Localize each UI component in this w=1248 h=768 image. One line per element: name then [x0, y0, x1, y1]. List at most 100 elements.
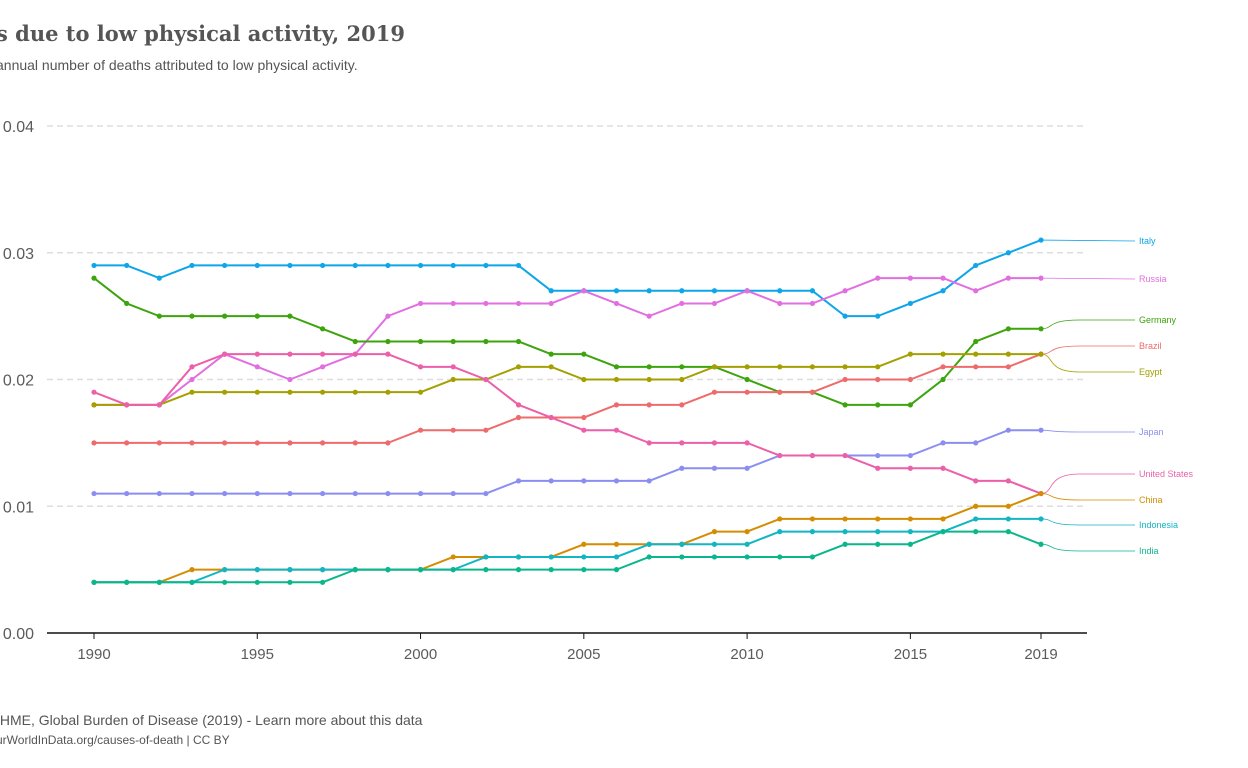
source-note[interactable]: IHME, Global Burden of Disease (2019) - …: [0, 712, 423, 728]
data-point: [809, 288, 816, 294]
data-point: [1005, 427, 1011, 433]
y-tick-label: 0.04: [3, 119, 34, 136]
series-line-india: [94, 530, 1042, 584]
data-point: [940, 288, 946, 294]
data-point: [548, 351, 554, 357]
x-tick-label: 1995: [241, 646, 274, 663]
data-point: [613, 402, 620, 408]
data-point: [842, 313, 848, 319]
data-point: [352, 338, 358, 345]
data-point: [711, 440, 718, 446]
series-china[interactable]: [91, 490, 1044, 585]
data-point: [352, 440, 358, 446]
data-point: [222, 579, 228, 585]
data-point: [940, 275, 946, 281]
y-tick-label: 0.00: [3, 626, 34, 643]
data-point: [385, 440, 391, 446]
data-point: [124, 490, 130, 497]
data-point: [842, 452, 848, 459]
data-point: [222, 567, 228, 573]
series-egypt[interactable]: [91, 351, 1044, 408]
data-point: [319, 440, 326, 446]
chart-subtitle: annual number of deaths attributed to lo…: [0, 57, 358, 73]
data-point: [483, 338, 489, 345]
series-labels: Italy Russia Germany Brazil Egypt Japan United…: [1040, 236, 1194, 556]
x-tick-label: 2019: [1024, 646, 1057, 663]
data-point: [777, 288, 783, 294]
data-point: [907, 452, 913, 459]
data-point: [91, 275, 97, 281]
data-point: [777, 364, 783, 370]
series-japan[interactable]: [91, 427, 1044, 497]
data-point: [254, 567, 260, 573]
data-point: [744, 529, 750, 535]
data-point: [711, 288, 718, 294]
data-point: [254, 440, 260, 446]
data-point: [907, 516, 913, 522]
series-brazil[interactable]: [91, 351, 1044, 446]
data-point: [973, 478, 979, 484]
data-point: [744, 364, 750, 370]
data-point: [809, 364, 816, 370]
data-point: [483, 427, 489, 433]
data-point: [254, 579, 260, 585]
data-point: [842, 288, 848, 294]
series-india[interactable]: [91, 529, 1044, 585]
data-point: [189, 440, 195, 446]
data-point: [483, 567, 489, 573]
series-germany[interactable]: [91, 275, 1044, 408]
data-point: [319, 351, 326, 357]
data-point: [809, 300, 816, 307]
series-label-germany: Germany: [1139, 315, 1177, 325]
series-label-italy: Italy: [1139, 236, 1156, 246]
data-point: [1005, 364, 1011, 370]
data-point: [842, 541, 848, 547]
data-point: [222, 262, 228, 269]
data-point: [254, 389, 260, 395]
label-connector: [1040, 493, 1135, 501]
data-point: [711, 364, 718, 370]
data-point: [809, 516, 816, 522]
data-point: [875, 516, 881, 522]
x-tick-label: 2015: [894, 646, 927, 663]
label-connector: [1040, 543, 1135, 552]
data-point: [483, 300, 489, 307]
series-russia[interactable]: [91, 275, 1044, 408]
data-point: [287, 440, 293, 446]
data-point: [124, 300, 130, 307]
data-point: [352, 262, 358, 269]
data-point: [287, 351, 293, 357]
x-tick-label: 2000: [404, 646, 437, 663]
series-label-china: China: [1139, 495, 1163, 505]
data-point: [940, 440, 946, 446]
data-point: [679, 440, 685, 446]
series-united-states[interactable]: [91, 351, 1044, 497]
data-point: [679, 465, 685, 471]
data-point: [352, 567, 358, 573]
data-point: [744, 465, 750, 471]
data-point: [646, 554, 652, 560]
data-point: [875, 275, 881, 281]
data-point: [515, 262, 522, 269]
data-point: [548, 300, 554, 307]
data-point: [222, 440, 228, 446]
data-point: [646, 440, 652, 446]
label-connector: [1040, 239, 1136, 242]
data-point: [777, 554, 783, 560]
data-point: [515, 402, 522, 408]
data-point: [613, 427, 620, 433]
data-point: [711, 541, 718, 547]
data-point: [679, 288, 685, 294]
label-connector: [1040, 319, 1135, 330]
label-connector: [1040, 277, 1136, 280]
data-point: [450, 376, 456, 383]
data-point: [646, 376, 652, 383]
data-point: [842, 364, 848, 370]
data-point: [222, 490, 228, 497]
series-line-russia: [94, 277, 1041, 406]
data-point: [777, 452, 783, 459]
data-point: [581, 567, 587, 573]
data-point: [124, 262, 130, 269]
data-point: [581, 478, 587, 484]
